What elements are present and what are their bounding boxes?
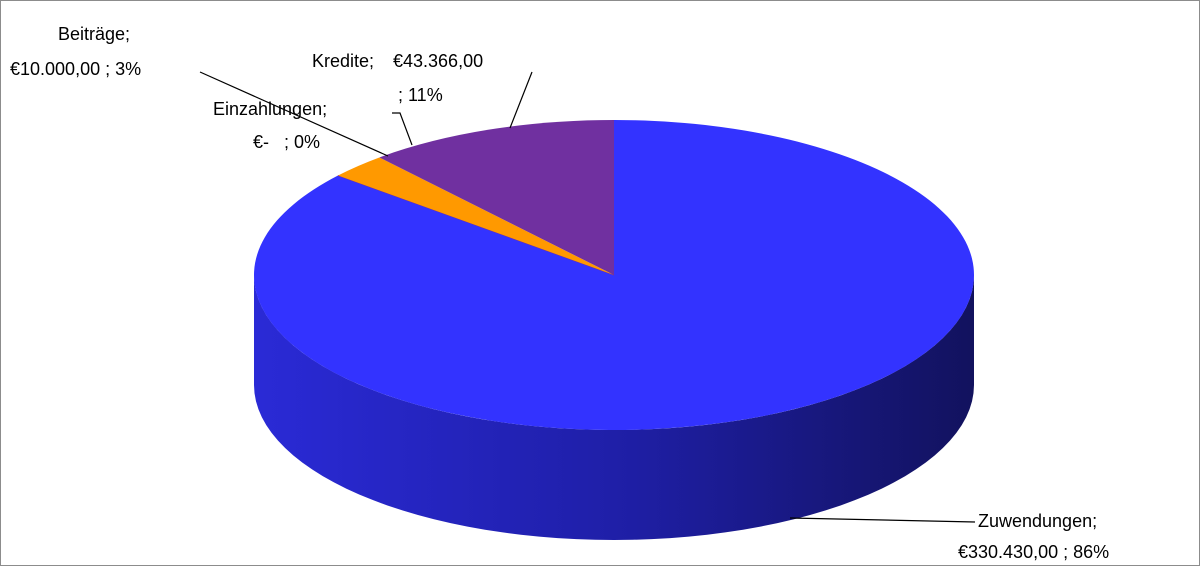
category-label: Zuwendungen; [978,511,1097,531]
value-label: €10.000,00 ; 3% [10,59,141,79]
leader-line [509,71,533,129]
leader-line [789,517,976,523]
leader-line [199,71,389,157]
value-label: €330.430,00 ; 86% [958,542,1109,562]
value-label: ; 11% [398,85,443,105]
category-label: Beiträge; [58,24,130,44]
category-label: Kredite; [312,51,374,71]
slice-side [254,275,974,540]
slice-top [254,120,975,430]
leader-line [392,112,413,146]
slice-top [379,120,614,275]
slice-top [337,157,614,275]
value-label: €- ; 0% [253,132,320,152]
slice-top [337,175,615,276]
category-label: Einzahlungen; [213,99,327,119]
value-label: €43.366,00 [393,51,483,71]
